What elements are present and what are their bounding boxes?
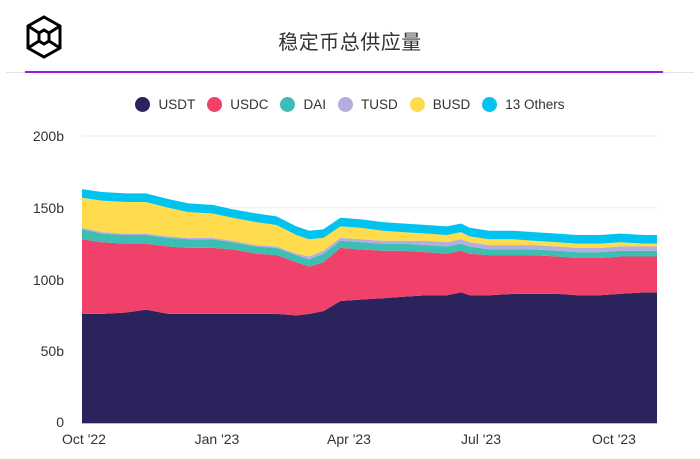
x-tick-jul23: Jul '23 (460, 431, 502, 447)
legend-item-dai[interactable]: DAI (280, 97, 326, 112)
legend-label: BUSD (432, 97, 471, 112)
y-tick-150: 150b (32, 200, 64, 216)
area-series-busd[interactable] (82, 197, 657, 257)
chart-legend: USDT USDC DAI TUSD BUSD 13 Others (0, 97, 700, 112)
x-tick-oct22: Oct '22 (62, 431, 106, 447)
chart-title: 稳定币总供应量 (278, 30, 422, 54)
hexagon-cube-logo-icon (26, 15, 62, 59)
legend-dot-icon (280, 97, 296, 112)
area-series-dai[interactable] (82, 229, 657, 267)
legend-label: USDT (158, 97, 196, 112)
y-tick-100: 100b (32, 272, 64, 288)
legend-item-busd[interactable]: BUSD (409, 97, 471, 112)
legend-item-others[interactable]: 13 Others (482, 97, 565, 112)
legend-label: 13 Others (505, 97, 565, 112)
x-tick-apr23: Apr '23 (327, 431, 371, 447)
x-tick-oct23: Oct '23 (592, 431, 636, 447)
legend-label: TUSD (360, 97, 398, 112)
legend-dot-icon (482, 97, 498, 112)
area-series-usdt[interactable] (82, 292, 657, 423)
y-tick-50: 50b (40, 343, 64, 359)
y-tick-200: 200b (32, 128, 64, 144)
legend-item-usdt[interactable]: USDT (135, 97, 195, 112)
y-tick-0: 0 (56, 414, 64, 430)
header-divider (25, 71, 663, 73)
area-series-13-others[interactable] (82, 189, 657, 244)
legend-label: DAI (303, 97, 326, 112)
legend-dot-icon (337, 97, 353, 112)
x-tick-jan23: Jan '23 (194, 431, 240, 447)
legend-label: USDC (230, 97, 269, 112)
legend-dot-icon (207, 97, 223, 112)
legend-item-tusd[interactable]: TUSD (337, 97, 398, 112)
legend-item-usdc[interactable]: USDC (207, 97, 268, 112)
legend-dot-icon (409, 97, 425, 112)
legend-dot-icon (135, 97, 151, 112)
area-series-usdc[interactable] (82, 239, 657, 316)
